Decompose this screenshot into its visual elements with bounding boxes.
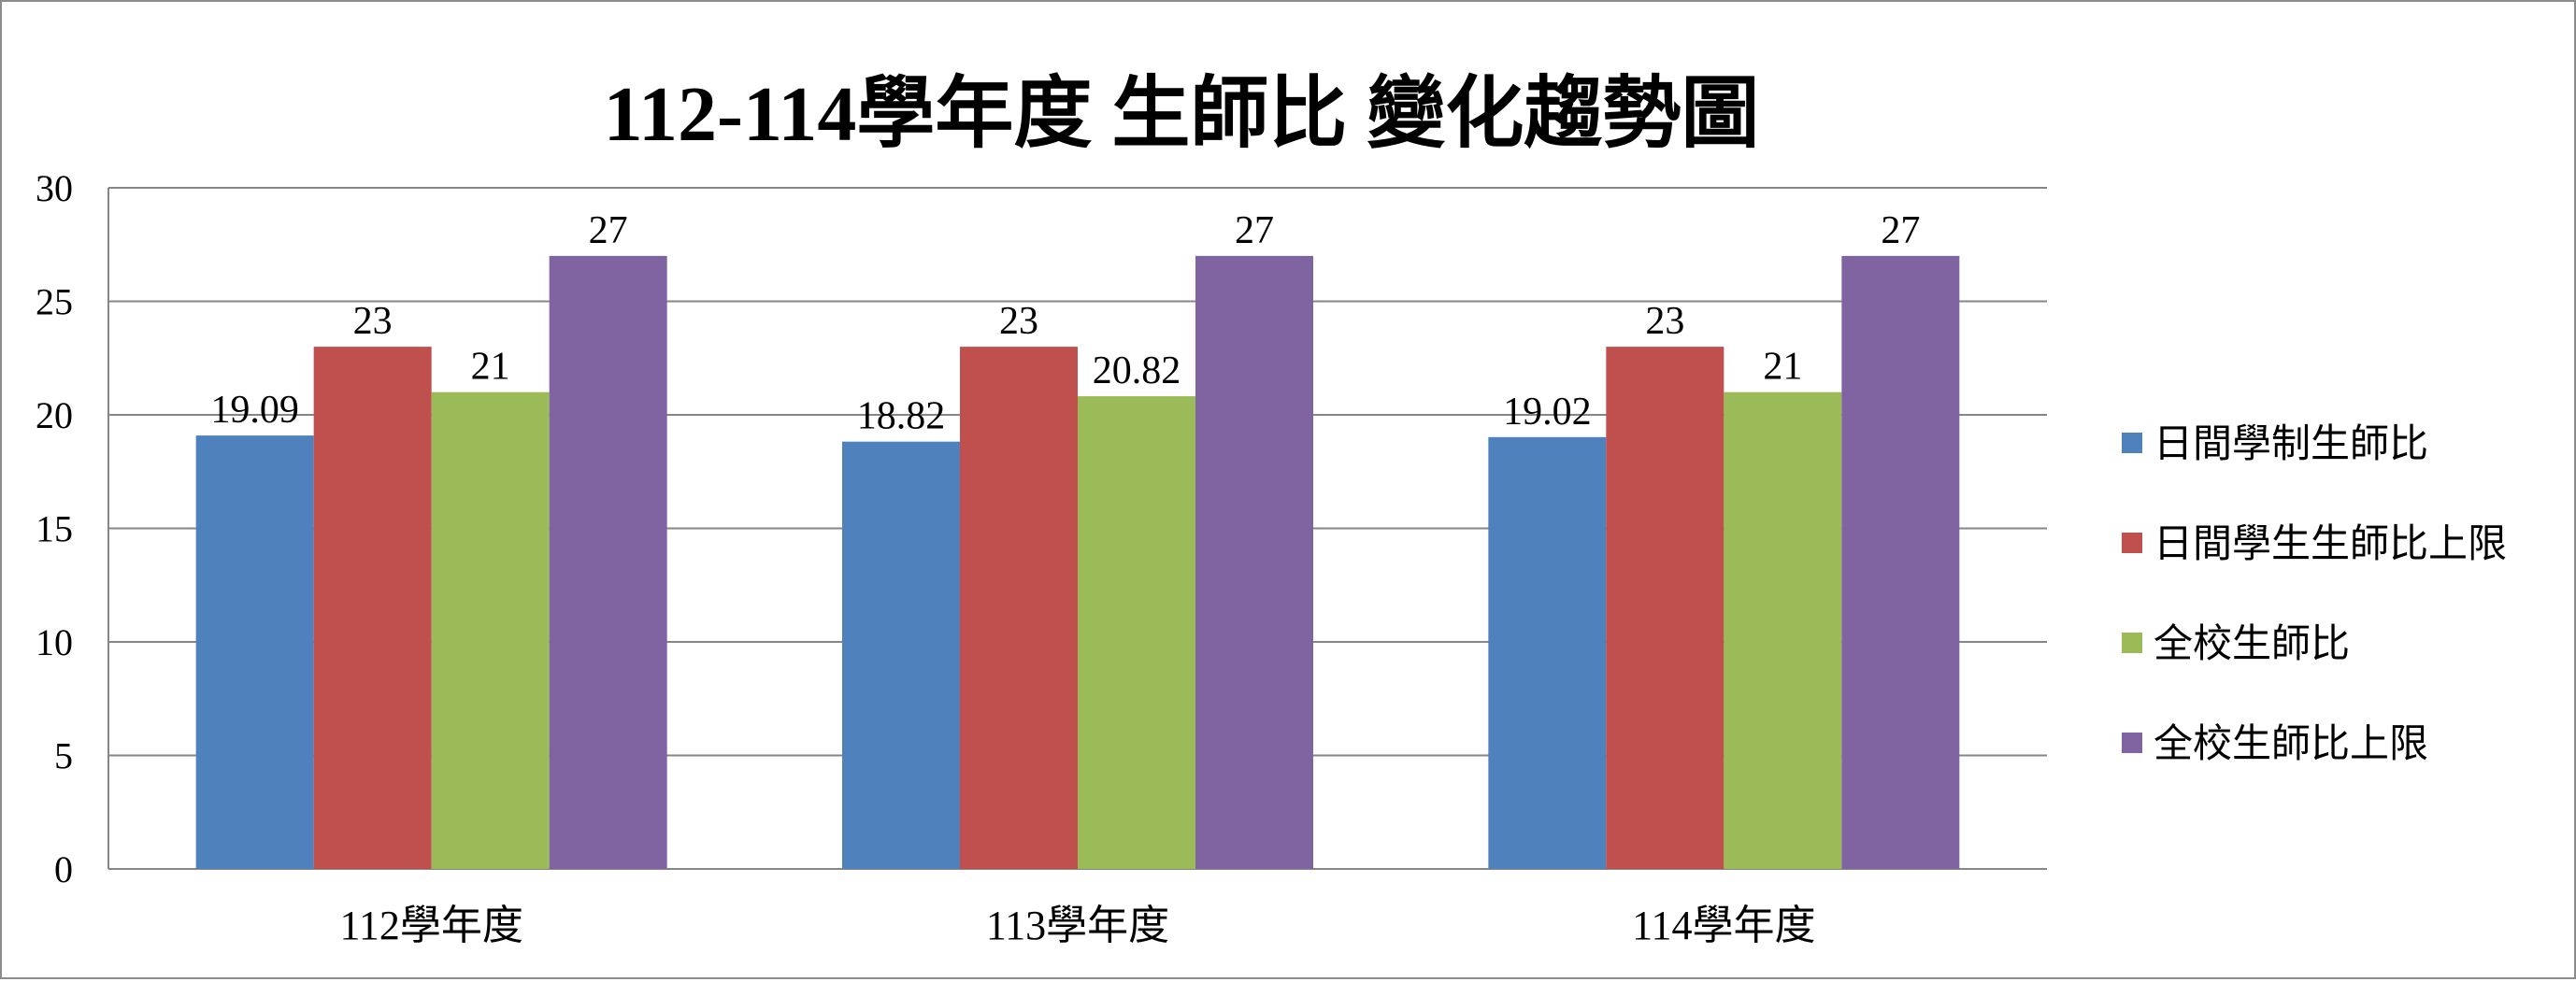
data-label: 21 <box>471 346 510 389</box>
data-label: 27 <box>1881 209 1920 252</box>
bar <box>1078 396 1195 869</box>
x-axis-categories: 112學年度 113學年度 114學年度 <box>339 903 1815 948</box>
bar <box>1606 347 1724 870</box>
data-label: 23 <box>999 300 1038 343</box>
legend-swatch <box>2122 433 2142 453</box>
legend-label: 日間學制生師比 <box>2154 420 2428 466</box>
bar <box>1724 391 1842 869</box>
data-label: 20.82 <box>1093 349 1181 392</box>
chart-title: 112-114學年度 生師比 變化趨勢圖 <box>604 71 1760 158</box>
data-label: 23 <box>353 300 393 343</box>
data-label: 23 <box>1645 300 1684 343</box>
y-tick-label: 25 <box>36 281 73 323</box>
data-label: 19.09 <box>210 389 299 432</box>
bar <box>431 391 550 869</box>
bar <box>1195 255 1313 869</box>
x-category-label: 112學年度 <box>339 903 522 948</box>
data-label: 18.82 <box>857 395 946 438</box>
y-tick-label: 0 <box>54 848 73 890</box>
y-tick-label: 30 <box>36 167 73 209</box>
y-tick-label: 10 <box>36 621 73 663</box>
bar <box>842 441 960 869</box>
legend-label: 全校生師比上限 <box>2154 720 2428 766</box>
bar <box>1488 436 1607 869</box>
bar <box>313 347 432 870</box>
x-category-label: 114學年度 <box>1632 903 1815 948</box>
legend-label: 全校生師比 <box>2154 620 2350 666</box>
legend-swatch <box>2122 733 2142 753</box>
data-label: 27 <box>589 209 628 252</box>
legend-swatch <box>2122 533 2142 553</box>
bar <box>549 255 667 869</box>
data-label: 21 <box>1763 346 1802 389</box>
y-tick-label: 5 <box>54 735 73 777</box>
data-label: 19.02 <box>1503 391 1592 434</box>
y-tick-label: 15 <box>36 508 73 550</box>
y-axis-ticks: 0 5 10 15 20 25 30 <box>36 167 73 890</box>
data-label: 27 <box>1235 209 1274 252</box>
y-tick-label: 20 <box>36 394 73 436</box>
bar <box>1841 255 1960 869</box>
bars <box>195 255 1960 870</box>
x-category-label: 113學年度 <box>986 903 1169 948</box>
data-labels: 19.09 23 21 27 18.82 23 20.82 27 19.02 23 21 27 <box>210 209 1920 438</box>
bar <box>960 347 1078 870</box>
bar <box>195 435 314 869</box>
legend-swatch <box>2122 633 2142 653</box>
legend-label: 日間學生生師比上限 <box>2154 520 2507 566</box>
